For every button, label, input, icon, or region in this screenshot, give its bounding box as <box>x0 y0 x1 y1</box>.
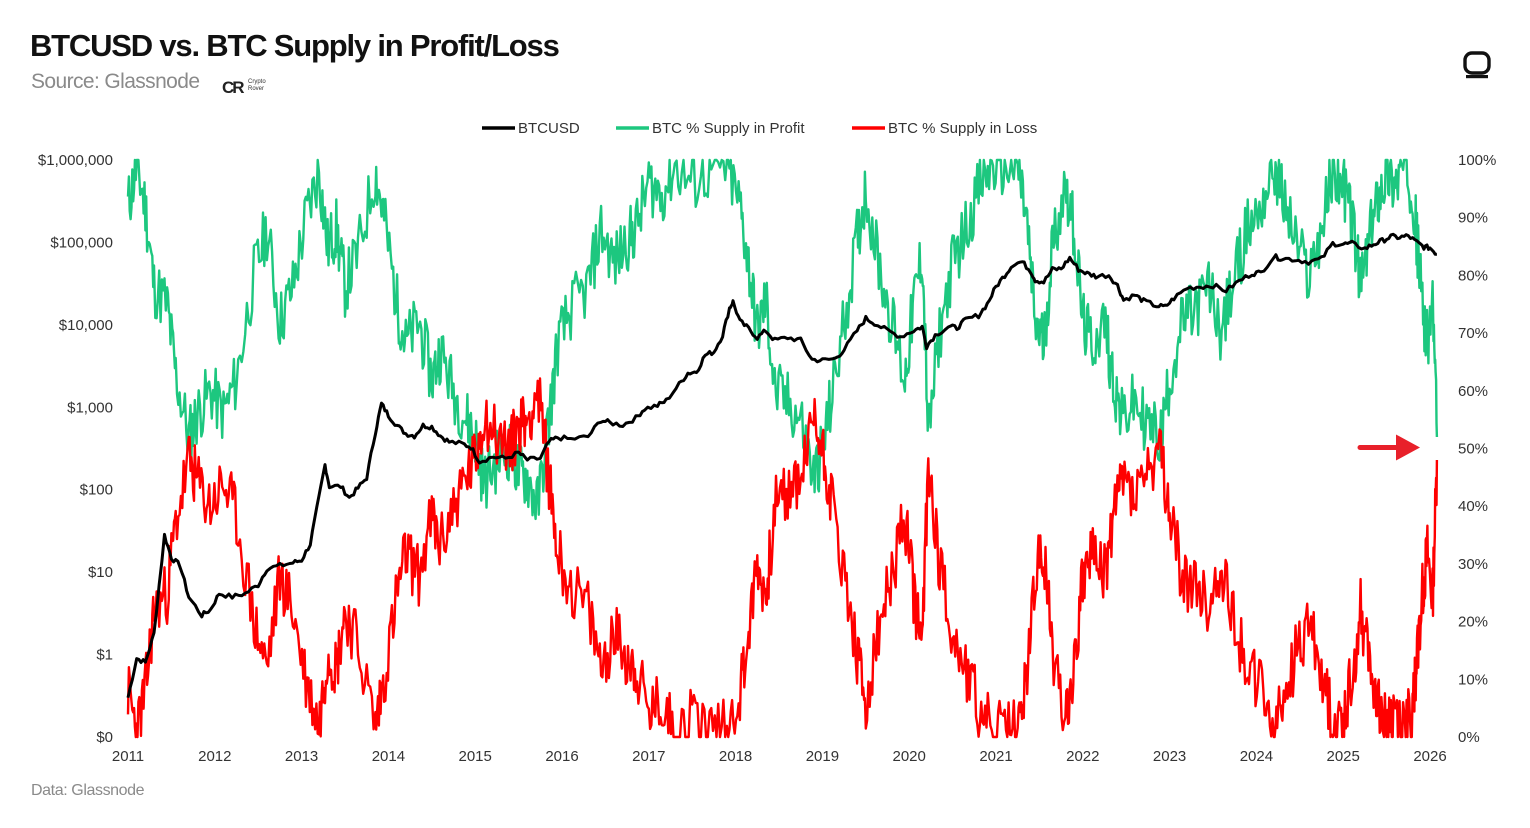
x-tick-label: 2016 <box>545 748 578 765</box>
series-line-btcusd <box>126 232 1437 699</box>
y-axis-left: $0 $1 $10 $100 $1,000 $10,000 $100,000 $1,000,0… <box>38 152 113 746</box>
crypto-rover-logo-text: Crypto Rover <box>248 79 266 92</box>
crypto-rover-logo-mark: CR <box>222 78 245 97</box>
y-right-tick-label: 70% <box>1458 325 1488 342</box>
series-line-btc-supply-in-loss <box>126 377 1439 739</box>
x-tick-label: 2022 <box>1066 748 1099 765</box>
chart-subtitle: Source: Glassnode <box>31 70 200 93</box>
annotation-layer <box>1357 434 1420 461</box>
x-tick-label: 2021 <box>979 748 1012 765</box>
x-tick-label: 2014 <box>372 748 405 765</box>
chart-legend: BTCUSD BTC % Supply in Profit BTC % Supply… <box>482 120 1037 137</box>
x-tick-label: 2015 <box>459 748 492 765</box>
x-tick-label: 2026 <box>1413 748 1446 765</box>
x-tick-label: 2013 <box>285 748 318 765</box>
y-left-tick-label: $1,000 <box>67 399 113 416</box>
y-right-tick-label: 10% <box>1458 671 1488 688</box>
x-axis: 2011 2012 2013 2014 2015 2016 2017 2018 2019 2020… <box>112 748 1447 765</box>
arrow-head <box>1396 434 1420 461</box>
footer-note: Data: Glassnode <box>31 782 145 799</box>
y-left-tick-label: $100 <box>80 482 113 499</box>
y-axis-right: 0% 10% 20% 30% 40% 50% 60% 70% 80% 90% 100% <box>1458 152 1496 746</box>
y-right-tick-label: 60% <box>1458 383 1488 400</box>
y-right-tick-label: 40% <box>1458 498 1488 515</box>
y-right-tick-label: 90% <box>1458 210 1488 227</box>
y-right-tick-label: 20% <box>1458 614 1488 631</box>
x-tick-label: 2025 <box>1327 748 1360 765</box>
x-tick-label: 2019 <box>806 748 839 765</box>
y-right-tick-label: 30% <box>1458 556 1488 573</box>
x-tick-label: 2017 <box>632 748 665 765</box>
legend-label: BTC % Supply in Profit <box>652 120 805 137</box>
y-left-tick-label: $1,000,000 <box>38 152 113 169</box>
x-tick-label: 2024 <box>1240 748 1273 765</box>
legend-label: BTC % Supply in Loss <box>888 120 1037 137</box>
legend-label: BTCUSD <box>518 120 580 137</box>
y-right-tick-label: 50% <box>1458 441 1488 458</box>
y-right-tick-label: 100% <box>1458 152 1496 169</box>
y-right-tick-label: 80% <box>1458 267 1488 284</box>
x-tick-label: 2012 <box>198 748 231 765</box>
y-left-tick-label: $0 <box>96 729 113 746</box>
y-left-tick-label: $100,000 <box>50 234 113 251</box>
crypto-rover-logo: CR Crypto Rover <box>222 77 282 99</box>
x-tick-label: 2020 <box>893 748 926 765</box>
y-left-tick-label: $10 <box>88 564 113 581</box>
series-layer <box>126 158 1439 739</box>
corner-logo-icon <box>1463 51 1491 79</box>
chart-title: BTCUSD vs. BTC Supply in Profit/Loss <box>30 28 560 63</box>
x-tick-label: 2011 <box>112 748 144 765</box>
y-left-tick-label: $10,000 <box>59 317 113 334</box>
x-tick-label: 2023 <box>1153 748 1186 765</box>
y-left-tick-label: $1 <box>96 647 113 664</box>
y-right-tick-label: 0% <box>1458 729 1480 746</box>
x-tick-label: 2018 <box>719 748 752 765</box>
